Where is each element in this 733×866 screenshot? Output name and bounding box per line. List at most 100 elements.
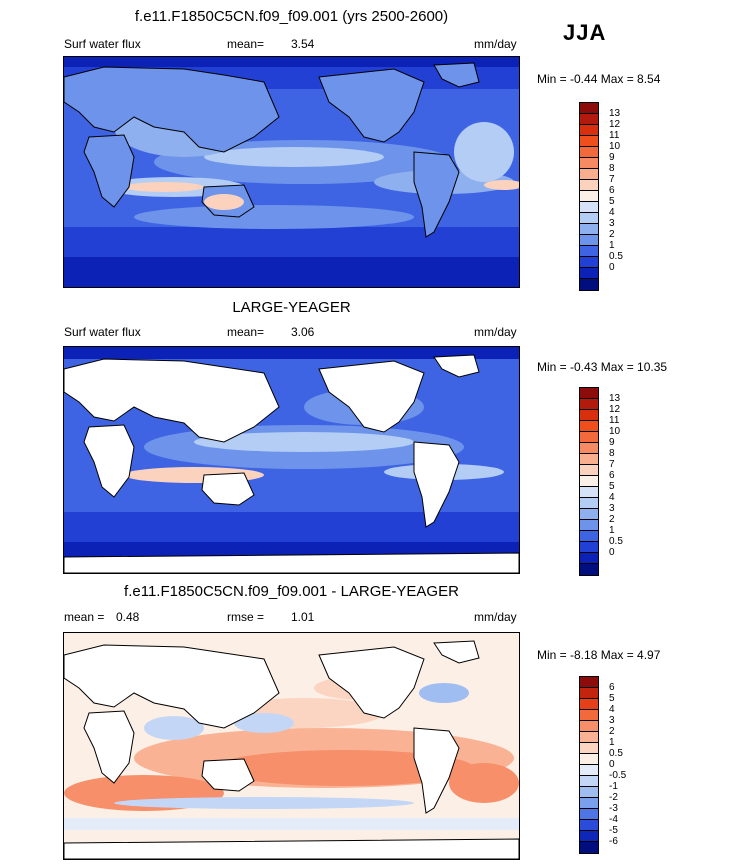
panel-3-units: mm/day (474, 610, 517, 624)
panel-2-tick: 2 (609, 514, 615, 525)
panel-1-colorbar-swatch-3 (580, 125, 598, 136)
panel-2-colorbar-swatch-6 (580, 443, 598, 454)
panel-1-colorbar-swatch-12 (580, 224, 598, 235)
panel-2-tick: 5 (609, 481, 615, 492)
panel-2-colorbar-swatch-4 (580, 421, 598, 432)
panel-3-rmse-value: 1.01 (291, 610, 315, 624)
panel-2-tick: 3 (609, 503, 615, 514)
panel-1-colorbar-swatch-9 (580, 191, 598, 202)
panel-2-colorbar (579, 387, 599, 576)
panel-1-map (63, 56, 520, 288)
panel-3-colorbar-swatch-5 (580, 721, 598, 732)
panel-3-title: f.e11.F1850C5CN.f09_f09.001 - LARGE-YEAG… (124, 583, 459, 600)
panel-2-minmax: Min = -0.43 Max = 10.35 (537, 360, 668, 374)
panel-2-colorbar-swatch-10 (580, 487, 598, 498)
panel-3-tick: -2 (609, 792, 618, 803)
panel-3-mean-label: mean = (64, 610, 105, 624)
panel-1-colorbar-swatch-4 (580, 136, 598, 147)
panel-1-tick: 6 (609, 185, 615, 196)
panel-3-tick: 6 (609, 682, 615, 693)
panel-1-tick: 12 (609, 119, 621, 130)
panel-1-tick: 9 (609, 152, 615, 163)
panel-3-colorbar-swatch-15 (580, 831, 598, 842)
panel-3-colorbar (579, 676, 599, 854)
panel-3-rmse-label: rmse = (227, 610, 265, 624)
panel-2-colorbar-swatch-7 (580, 454, 598, 465)
panel-2-colorbar-swatch-12 (580, 509, 598, 520)
panel-2-title: LARGE-YEAGER (232, 299, 351, 316)
panel-3-tick: -1 (609, 781, 618, 792)
panel-1-tick: 4 (609, 207, 615, 218)
panel-2-colorbar-swatch-2 (580, 399, 598, 410)
panel-1-tick: 7 (609, 174, 615, 185)
panel-2-tick: 0 (609, 547, 615, 558)
panel-3-colorbar-swatch-3 (580, 699, 598, 710)
panel-3-colorbar-swatch-11 (580, 787, 598, 798)
panel-3-tick: 0.5 (609, 748, 623, 759)
panel-2-colorbar-swatch-1 (580, 388, 598, 399)
panel-3-mean-value: 0.48 (116, 610, 140, 624)
panel-3-colorbar-swatch-9 (580, 765, 598, 776)
panel-3-colorbar-swatch-13 (580, 809, 598, 820)
panel-1-colorbar-swatch-11 (580, 213, 598, 224)
panel-1-tick: 11 (609, 130, 620, 141)
panel-3-tick: -3 (609, 803, 618, 814)
panel-2-colorbar-swatch-14 (580, 531, 598, 542)
panel-1-colorbar-swatch-5 (580, 147, 598, 158)
panel-3-tick: -5 (609, 825, 618, 836)
panel-3-map (63, 632, 520, 860)
panel-1-colorbar-swatch-6 (580, 158, 598, 169)
panel-2-colorbar-swatch-3 (580, 410, 598, 421)
panel-2-tick: 11 (609, 415, 620, 426)
panel-1-mean-value: 3.54 (291, 37, 315, 51)
panel-2-colorbar-swatch-15 (580, 542, 598, 553)
panel-1-tick: 10 (609, 141, 621, 152)
panel-2-units: mm/day (474, 325, 517, 339)
panel-1-colorbar-swatch-7 (580, 169, 598, 180)
panel-2-tick: 0.5 (609, 536, 623, 547)
panel-1-colorbar-swatch-13 (580, 235, 598, 246)
panel-1-tick: 0 (609, 262, 615, 273)
panel-2-tick: 4 (609, 492, 615, 503)
panel-3-tick: 0 (609, 759, 615, 770)
panel-3-tick: 3 (609, 715, 615, 726)
panel-3-minmax: Min = -8.18 Max = 4.97 (537, 648, 661, 662)
panel-1-mean-label: mean= (227, 37, 265, 51)
panel-2-tick: 9 (609, 437, 615, 448)
panel-2-tick: 13 (609, 393, 621, 404)
panel-2-colorbar-swatch-8 (580, 465, 598, 476)
panel-2-mean-value: 3.06 (291, 325, 315, 339)
panel-1-colorbar-ticks: 13 12 11 10 9 8 7 6 5 4 3 2 1 0.5 0 (609, 108, 623, 273)
panel-1-colorbar-swatch-17 (580, 279, 598, 290)
panel-2-colorbar-swatch-9 (580, 476, 598, 487)
panel-2-mean-label: mean= (227, 325, 265, 339)
panel-2-colorbar-swatch-5 (580, 432, 598, 443)
panel-2-tick: 1 (609, 525, 615, 536)
panel-3-colorbar-swatch-6 (580, 732, 598, 743)
panel-3-tick: 5 (609, 693, 615, 704)
panel-1-tick: 13 (609, 108, 621, 119)
panel-2-tick: 10 (609, 426, 621, 437)
panel-3-tick: -6 (609, 836, 618, 847)
panel-3-colorbar-swatch-1 (580, 677, 598, 688)
panel-2-colorbar-ticks: 13 12 11 10 9 8 7 6 5 4 3 2 1 0.5 0 (609, 393, 623, 558)
panel-1-tick: 0.5 (609, 251, 623, 262)
panel-1-colorbar (579, 102, 599, 291)
panel-3-colorbar-swatch-10 (580, 776, 598, 787)
panel-2-colorbar-swatch-16 (580, 553, 598, 564)
panel-1-minmax: Min = -0.44 Max = 8.54 (537, 72, 661, 86)
panel-1-colorbar-swatch-15 (580, 257, 598, 268)
panel-1-colorbar-swatch-10 (580, 202, 598, 213)
panel-2-colorbar-swatch-17 (580, 564, 598, 575)
panel-2-map (63, 346, 520, 574)
panel-3-tick: -4 (609, 814, 618, 825)
panel-2-colorbar-swatch-13 (580, 520, 598, 531)
panel-1-tick: 2 (609, 229, 615, 240)
panel-1-colorbar-swatch-2 (580, 114, 598, 125)
season-label: JJA (563, 20, 607, 45)
panel-2-tick: 8 (609, 448, 615, 459)
panel-3-colorbar-swatch-16 (580, 842, 598, 853)
panel-2-variable-label: Surf water flux (64, 325, 141, 339)
panel-2-colorbar-swatch-11 (580, 498, 598, 509)
panel-1-title: f.e11.F1850C5CN.f09_f09.001 (yrs 2500-26… (134, 8, 449, 25)
